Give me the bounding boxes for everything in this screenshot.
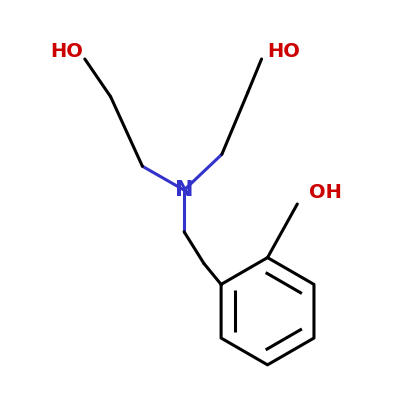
Text: HO: HO xyxy=(267,42,300,60)
Text: OH: OH xyxy=(309,182,342,202)
Text: N: N xyxy=(175,180,193,200)
Text: HO: HO xyxy=(50,42,83,60)
